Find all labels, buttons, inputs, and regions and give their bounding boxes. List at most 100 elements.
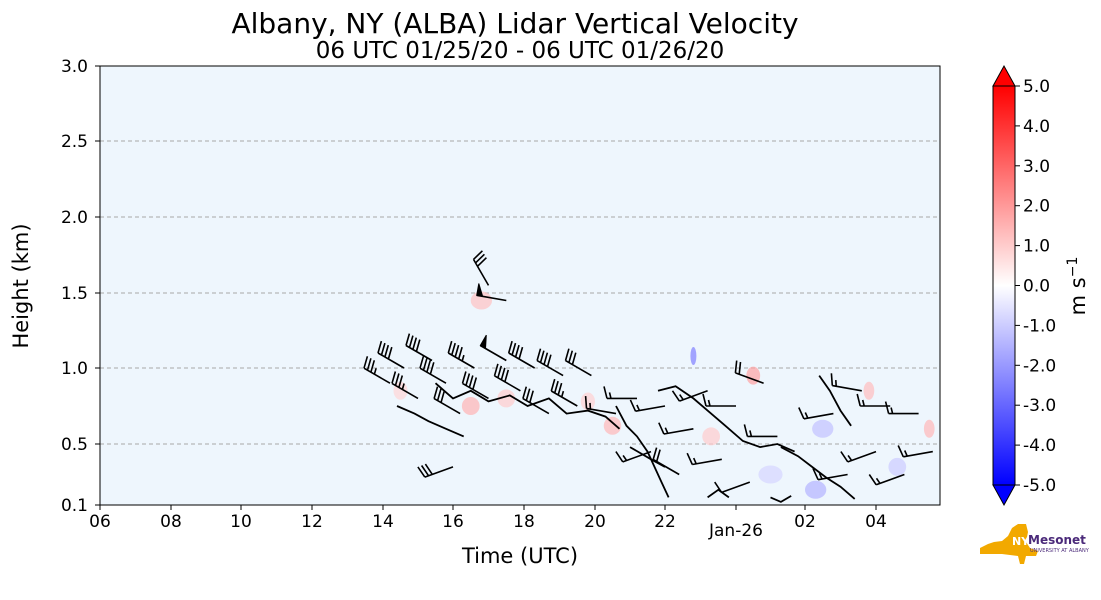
x-axis: 06 08 10 12 14 16 18 20 22 Jan-26 02 04 xyxy=(89,505,887,541)
wind-barb xyxy=(433,386,461,415)
colorbar-tick-label: -2.0 xyxy=(1023,356,1056,376)
wind-barb xyxy=(714,481,751,494)
y-tick-label: 0.5 xyxy=(61,435,88,455)
wind-barb-staff xyxy=(447,340,475,369)
colorbar-tick-label: -5.0 xyxy=(1023,476,1056,496)
colorbar-tick-label: -4.0 xyxy=(1023,436,1056,456)
colorbar-tick-label: 3.0 xyxy=(1023,157,1050,177)
colorbar-max-extension xyxy=(992,64,1016,87)
wind-barb-staff xyxy=(629,399,666,412)
wind-barb xyxy=(812,468,848,481)
wind-barb xyxy=(377,340,405,369)
velocity-patches xyxy=(393,291,935,499)
wind-barb-staff xyxy=(377,340,405,369)
wind-barb xyxy=(629,399,666,412)
y-tick-label: 0.1 xyxy=(61,496,88,516)
wind-barb-staff xyxy=(868,473,905,486)
velocity-contour xyxy=(780,446,856,500)
colorbar-min-extension xyxy=(992,484,1016,507)
wind-barb-staff xyxy=(734,360,764,384)
logo-university-text: UNIVERSITY AT ALBANY xyxy=(1030,548,1089,554)
wind-barb-staff xyxy=(550,378,578,407)
wind-barb xyxy=(419,356,447,384)
y-axis-label: Height (km) xyxy=(9,223,33,348)
wind-barb-staff xyxy=(686,452,722,466)
x-tick-label: 20 xyxy=(584,512,606,532)
y-tick-label: 1.5 xyxy=(61,284,88,304)
x-tick-label: 14 xyxy=(372,512,394,532)
wind-barb xyxy=(447,340,475,369)
wind-barb-staff xyxy=(658,422,694,435)
colorbar: 5.0 4.0 3.0 2.0 1.0 0.0 -1.0 -2.0 -3.0 -4.0 -5.0 m… xyxy=(992,64,1090,507)
velocity-patch xyxy=(888,457,907,476)
plot-background xyxy=(100,66,940,505)
nys-map-icon xyxy=(980,524,1038,564)
x-tick-label: 16 xyxy=(442,512,464,532)
colorbar-tick-label: 0.0 xyxy=(1023,277,1050,297)
x-tick-label: 10 xyxy=(230,512,252,532)
wind-barb xyxy=(868,473,905,486)
wind-barb xyxy=(840,450,877,463)
velocity-patch xyxy=(580,392,596,411)
velocity-contours xyxy=(396,375,856,503)
velocity-patch xyxy=(863,381,875,400)
velocity-patch xyxy=(758,465,783,484)
x-tick-label: 08 xyxy=(160,512,182,532)
wind-barb-staff xyxy=(603,386,637,400)
wind-barb xyxy=(584,396,617,415)
colorbar-tick-label: 4.0 xyxy=(1023,117,1050,137)
wind-barb xyxy=(615,450,652,463)
wind-barb-staff xyxy=(812,468,848,481)
wind-barb-staff xyxy=(830,373,862,392)
colorbar-label: m s−1 xyxy=(1065,257,1090,316)
velocity-patch xyxy=(702,427,721,446)
wind-barb xyxy=(522,386,550,415)
velocity-contour xyxy=(434,382,621,430)
x-tick-label: 04 xyxy=(865,512,887,532)
colorbar-gradient xyxy=(992,85,1016,486)
velocity-contour xyxy=(615,405,670,498)
wind-barb xyxy=(671,390,708,402)
velocity-contour xyxy=(657,385,795,453)
chart-subtitle: 06 UTC 01/25/20 - 06 UTC 01/26/20 xyxy=(316,38,725,64)
y-tick-label: 2.5 xyxy=(61,132,88,152)
logo-mesonet-text: Mesonet xyxy=(1028,533,1086,547)
velocity-patch xyxy=(690,347,697,365)
y-tick-label: 3.0 xyxy=(61,57,88,77)
wind-barb-staff xyxy=(417,463,454,478)
wind-barb xyxy=(686,452,722,466)
wind-barb xyxy=(603,386,637,400)
chart-title: Albany, NY (ALBA) Lidar Vertical Velocit… xyxy=(231,7,798,40)
colorbar-label-base: m s xyxy=(1066,277,1090,315)
wind-barb xyxy=(652,447,680,476)
colorbar-tick-label: 2.0 xyxy=(1023,197,1050,217)
wind-barb xyxy=(550,378,578,407)
y-tick-label: 2.0 xyxy=(61,208,88,228)
colorbar-tick-label: -3.0 xyxy=(1023,396,1056,416)
x-tick-label: 18 xyxy=(513,512,535,532)
colorbar-tick-label: 1.0 xyxy=(1023,237,1050,257)
wind-barb-staff xyxy=(391,371,419,400)
wind-barb xyxy=(702,393,736,407)
wind-barb xyxy=(564,348,592,377)
wind-barb xyxy=(417,463,454,478)
wind-barb xyxy=(734,360,764,384)
wind-barb-staff xyxy=(419,356,447,384)
velocity-patch xyxy=(603,416,622,435)
colorbar-tick-label: 5.0 xyxy=(1023,77,1050,97)
velocity-patch xyxy=(497,389,516,408)
velocity-contour xyxy=(770,495,792,503)
colorbar-label-exponent: −1 xyxy=(1065,257,1081,278)
nys-mesonet-logo: NYS Mesonet UNIVERSITY AT ALBANY xyxy=(978,518,1089,568)
wind-barb-staff xyxy=(461,371,489,400)
wind-barb-staff xyxy=(522,386,550,415)
wind-barb xyxy=(658,422,694,435)
wind-barb xyxy=(830,373,862,392)
x-tick-label: 12 xyxy=(301,512,323,532)
velocity-patch xyxy=(805,480,827,499)
velocity-patch xyxy=(923,419,935,438)
wind-barb xyxy=(472,250,490,286)
logo-nys-text: NYS xyxy=(1012,535,1038,548)
wind-barb xyxy=(391,371,419,400)
